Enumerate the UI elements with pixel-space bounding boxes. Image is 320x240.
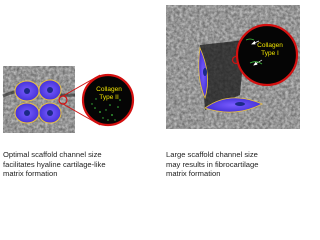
- stain-label: Type I: [261, 50, 279, 57]
- stain-label: Collagen: [96, 86, 122, 93]
- caption-line: may results in fibrocartilage: [166, 159, 259, 169]
- right-scaffold: Collagen Type I: [166, 5, 300, 129]
- stain-label: Type II: [99, 94, 119, 101]
- caption-line: Large scaffold channel size: [166, 150, 258, 159]
- illustration: Collagen Type II Collagen Type I: [2, 5, 300, 133]
- caption-line: matrix formation: [166, 169, 221, 179]
- stain-label: Collagen: [257, 42, 283, 49]
- left-scaffold: Collagen Type II: [2, 66, 135, 133]
- figure: Collagen Type II Collagen Type I Optimal…: [2, 5, 300, 179]
- caption-line: facilitates hyaline cartilage-like: [3, 159, 106, 169]
- caption: Large scaffold channel size may results …: [166, 150, 258, 179]
- caption-line: matrix formation: [3, 169, 58, 179]
- caption: Optimal scaffold channel size facilitate…: [3, 150, 106, 179]
- caption-line: Optimal scaffold channel size: [3, 150, 102, 159]
